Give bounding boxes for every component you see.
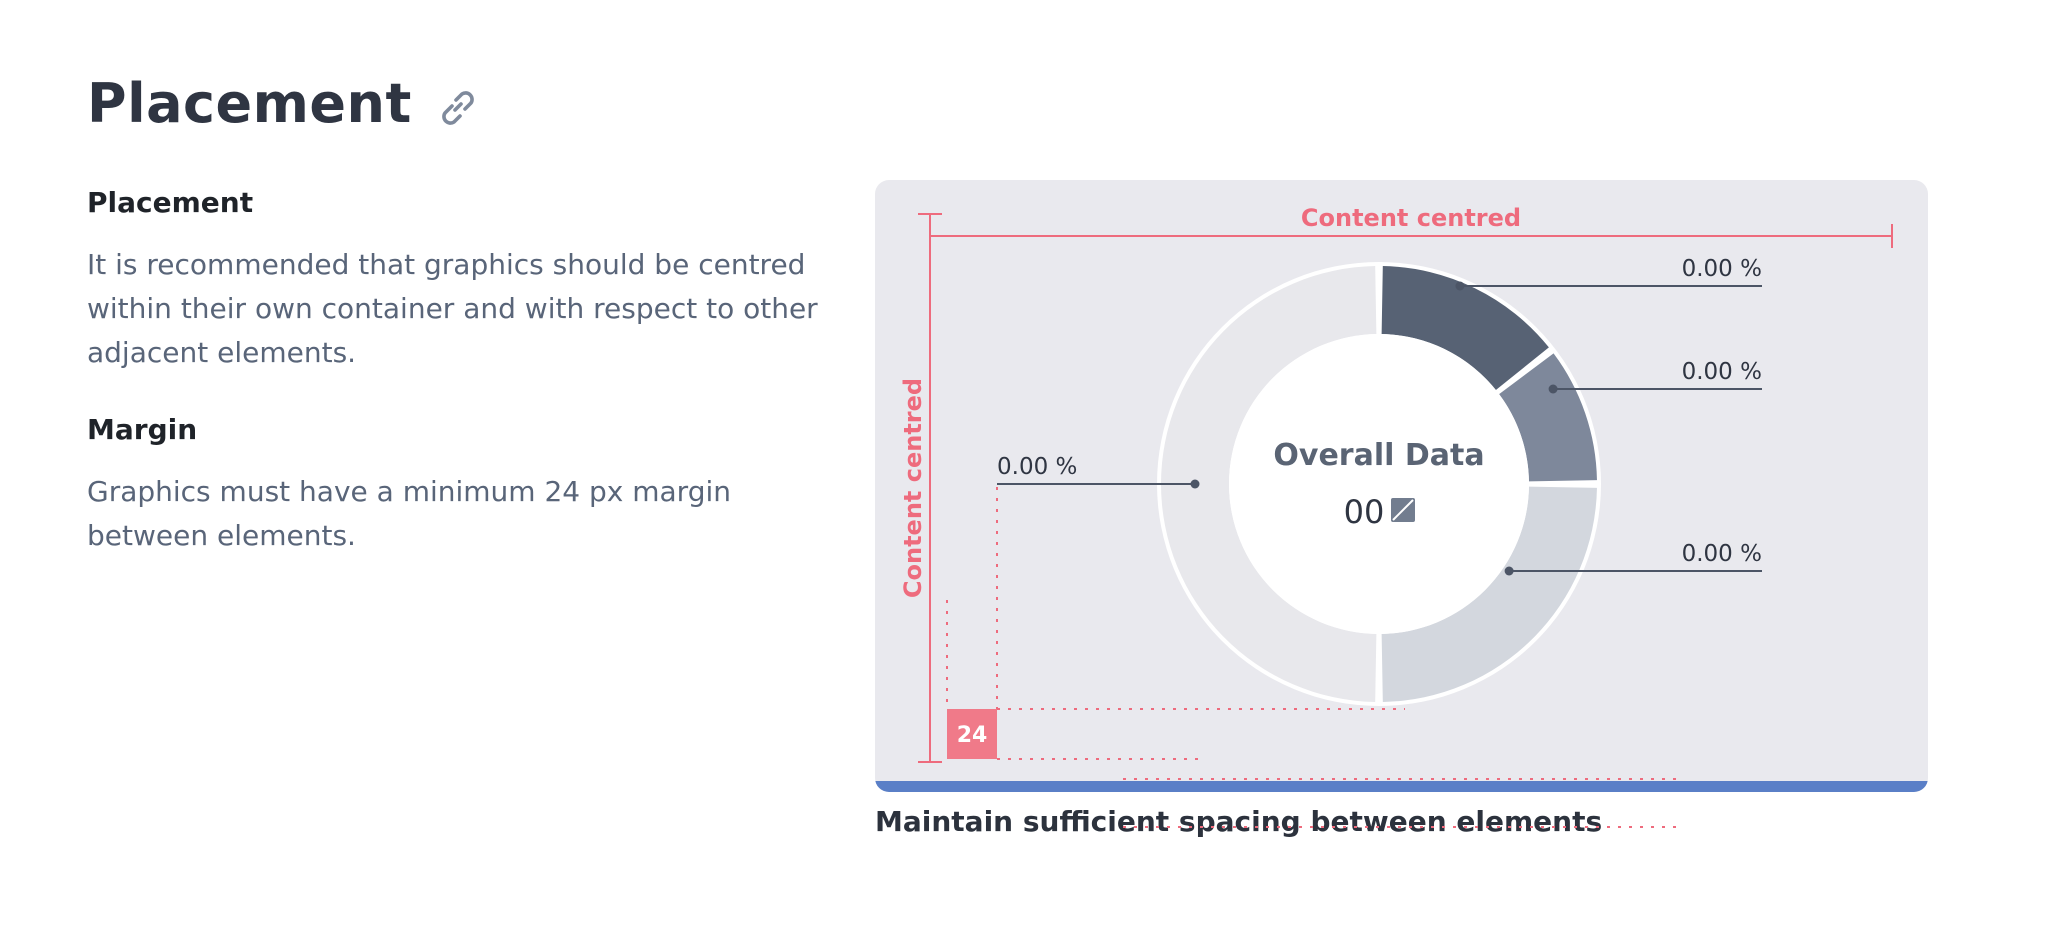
- margin-description: Graphics must have a minimum 24 px margi…: [87, 475, 731, 552]
- placement-description: It is recommended that graphics should b…: [87, 248, 818, 369]
- chart-center-title: Overall Data: [1273, 438, 1484, 473]
- figure-caption: Maintain sufficient spacing between elem…: [875, 805, 1603, 838]
- guide-top-label: Content centred: [1301, 204, 1521, 232]
- margin-badge: [947, 709, 997, 759]
- placement-heading: Placement: [87, 186, 254, 219]
- slice-label-3: 0.00 %: [1682, 541, 1762, 567]
- diagonal-square-icon: [1391, 498, 1415, 522]
- donut-group: [1157, 262, 1601, 706]
- slice-label-4: 0.00 %: [997, 454, 1077, 480]
- leader-dot-4: [1190, 479, 1200, 489]
- donut-slice-4: [1161, 266, 1377, 702]
- guide-side-label: Content centred: [899, 378, 927, 598]
- leader-dot-1: [1455, 281, 1465, 291]
- donut-slice-2: [1499, 353, 1597, 482]
- donut-chart-figure: Content centred Content centred 24 0.00 …: [899, 204, 1893, 780]
- slice-label-2: 0.00 %: [1682, 359, 1762, 385]
- card-bottom-bar: [875, 781, 1928, 792]
- slice-label-1: 0.00 %: [1682, 256, 1762, 282]
- page-title: Placement: [87, 72, 482, 135]
- donut-slice-3: [1381, 486, 1597, 702]
- leader-dot-2: [1548, 384, 1558, 394]
- chart-center-value: 00: [1344, 493, 1385, 531]
- figure-card: Content centred Content centred 24 0.00 …: [875, 180, 1928, 792]
- link-icon[interactable]: [434, 83, 482, 131]
- leader-lines: 0.00 % 0.00 % 0.00 % 0.00 %: [997, 256, 1762, 576]
- margin-badge-label: 24: [957, 723, 988, 748]
- donut-hole: [1229, 334, 1529, 634]
- page-title-text: Placement: [87, 72, 412, 135]
- leader-dot-3: [1504, 566, 1514, 576]
- donut-slice-1: [1381, 266, 1549, 391]
- margin-heading: Margin: [87, 413, 198, 446]
